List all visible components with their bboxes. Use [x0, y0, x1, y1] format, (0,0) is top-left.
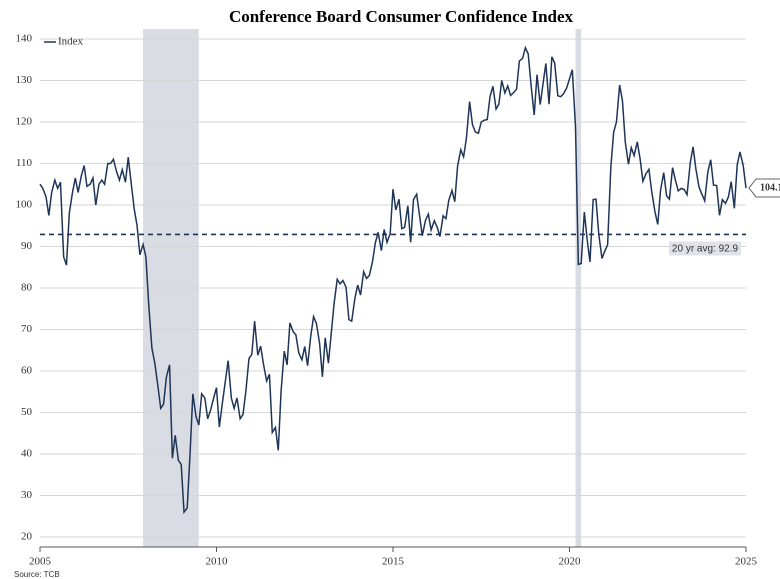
y-tick-label: 30 [21, 489, 33, 501]
chart-title: Conference Board Consumer Confidence Ind… [229, 7, 574, 26]
average-label-box [669, 241, 741, 256]
y-tick-label: 90 [21, 240, 33, 252]
x-tick-label: 2015 [382, 556, 405, 568]
y-tick-label: 20 [21, 531, 33, 543]
y-tick-label: 60 [21, 365, 33, 377]
y-tick-label: 140 [16, 32, 33, 44]
y-tick-label: 70 [21, 323, 33, 335]
average-label: 20 yr avg: 92.9 [672, 244, 739, 255]
y-tick-label: 100 [16, 199, 33, 211]
x-tick-label: 2010 [206, 556, 229, 568]
last-value-box [748, 178, 780, 198]
x-tick-label: 2005 [29, 556, 52, 568]
y-tick-label: 120 [16, 116, 33, 128]
source: Source: TCB [14, 570, 60, 579]
last-value-label: 104.1 [760, 182, 780, 193]
x-tick-label: 2025 [735, 556, 758, 568]
y-tick-label: 110 [16, 157, 33, 169]
legend-label: Index [58, 36, 84, 48]
y-tick-label: 40 [21, 448, 33, 460]
y-tick-label: 130 [16, 74, 33, 86]
x-tick-label: 2020 [559, 556, 582, 568]
y-tick-label: 80 [21, 282, 33, 294]
y-tick-label: 50 [21, 406, 33, 418]
series-line [39, 45, 747, 515]
